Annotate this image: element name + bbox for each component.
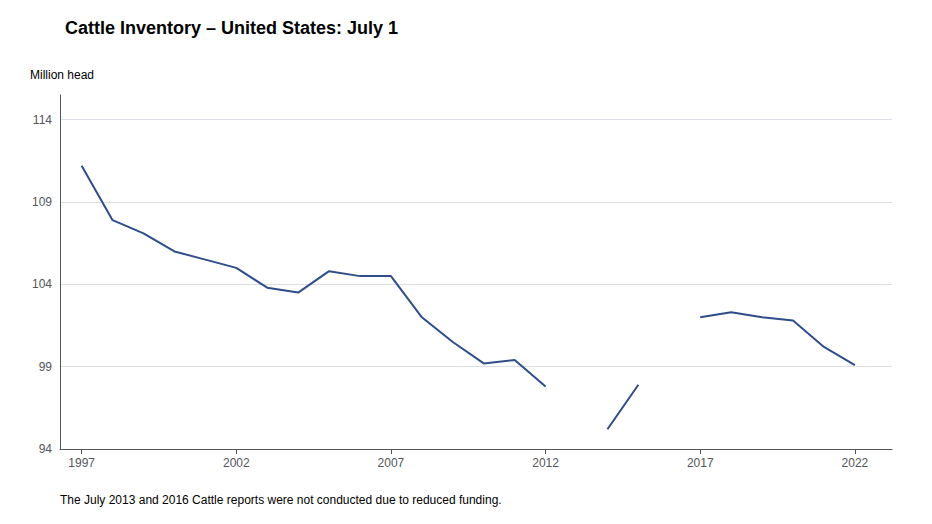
svg-text:104: 104: [32, 277, 52, 291]
svg-text:Cattle Inventory – United Stat: Cattle Inventory – United States: July 1: [65, 18, 398, 38]
svg-text:2012: 2012: [532, 456, 559, 470]
svg-text:94: 94: [39, 442, 53, 456]
svg-text:2017: 2017: [687, 456, 714, 470]
svg-text:1997: 1997: [68, 456, 95, 470]
svg-text:114: 114: [33, 113, 52, 127]
svg-text:109: 109: [32, 195, 52, 209]
svg-text:Million head: Million head: [30, 68, 94, 82]
svg-text:99: 99: [39, 360, 53, 374]
svg-text:2002: 2002: [223, 456, 250, 470]
svg-text:The July 2013 and 2016 Cattle: The July 2013 and 2016 Cattle reports we…: [60, 493, 502, 507]
svg-text:2007: 2007: [378, 456, 405, 470]
svg-text:2022: 2022: [842, 456, 869, 470]
